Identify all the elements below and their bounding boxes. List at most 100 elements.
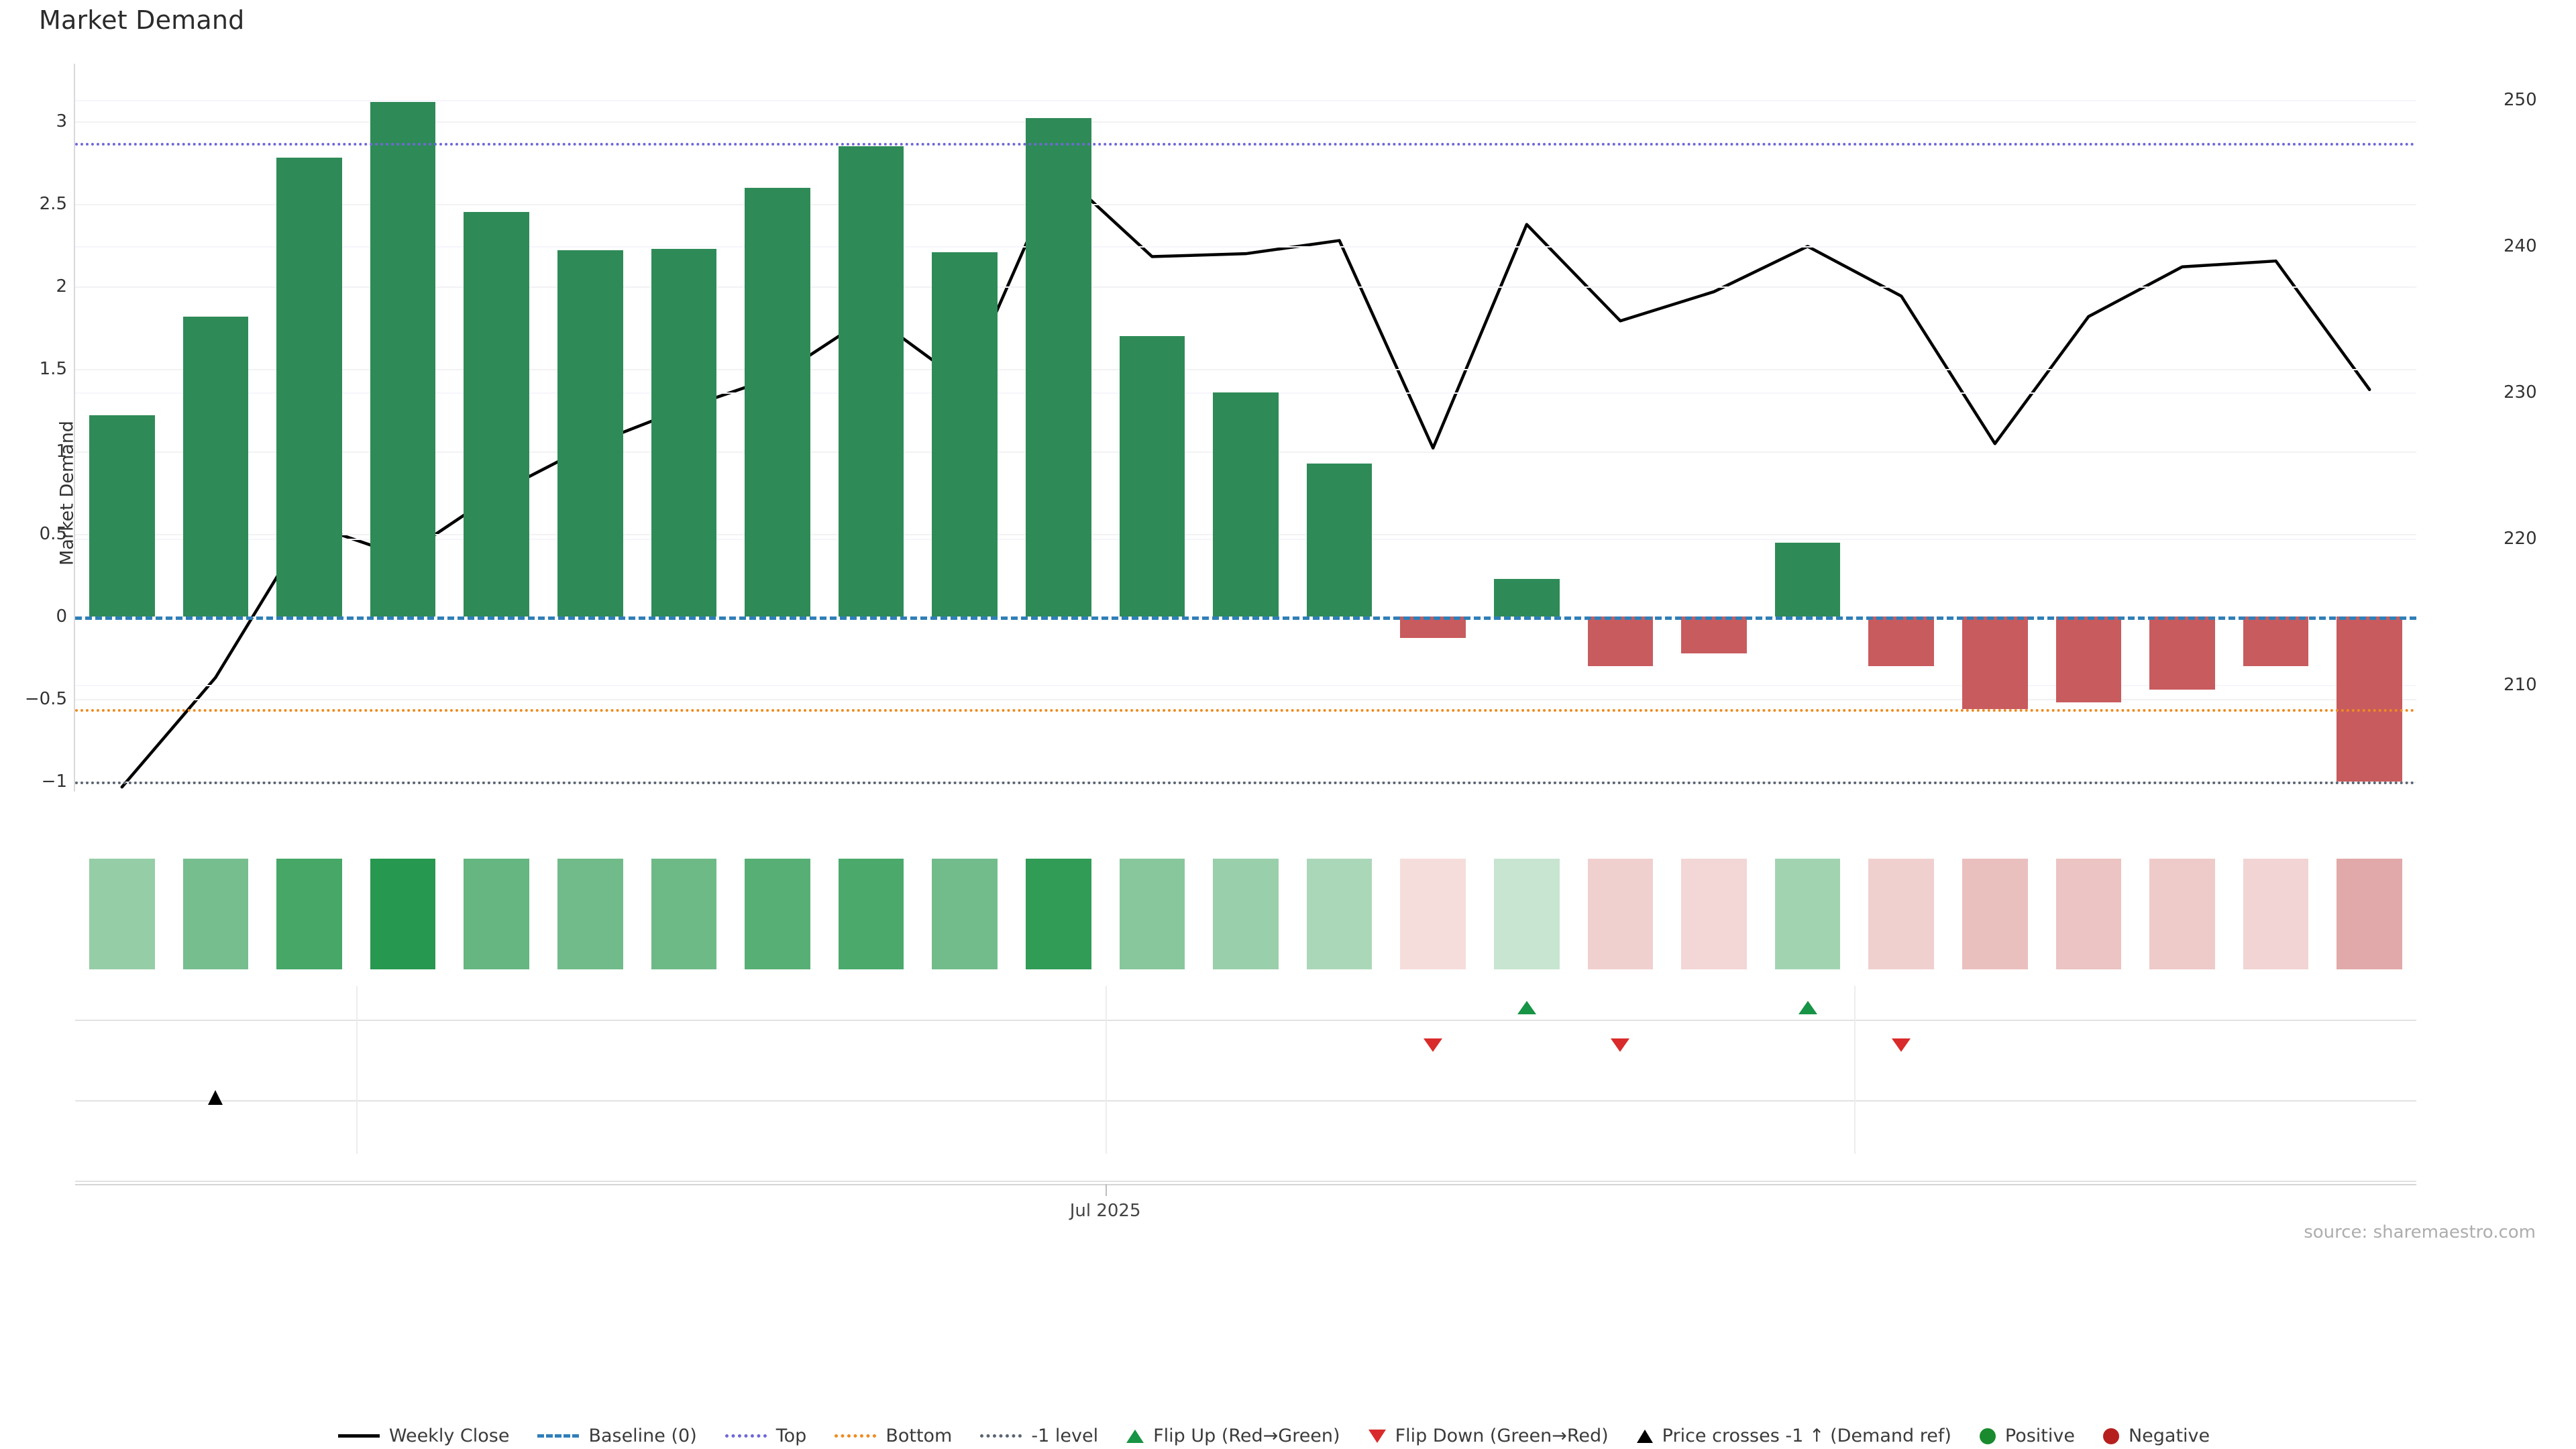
price-cross-icon[interactable] bbox=[208, 1090, 223, 1105]
y-axis-right-tick: 240 bbox=[2504, 236, 2537, 257]
heat-cell[interactable] bbox=[1119, 859, 1185, 969]
demand-bar[interactable] bbox=[1587, 616, 1654, 667]
gridline-right bbox=[75, 684, 2416, 686]
y-axis-spine bbox=[74, 64, 75, 792]
demand-bar[interactable] bbox=[1306, 463, 1373, 617]
reference-line bbox=[75, 616, 2416, 621]
negative-icon bbox=[2102, 1428, 2119, 1444]
heat-cell[interactable] bbox=[1681, 859, 1747, 969]
demand-bar[interactable] bbox=[464, 212, 530, 617]
demand-bar[interactable] bbox=[370, 101, 436, 617]
top-level-icon bbox=[724, 1434, 767, 1438]
legend-item-flip-down[interactable]: Flip Down (Green→Red) bbox=[1368, 1426, 1609, 1446]
legend-item-price-crosses[interactable]: Price crosses -1 ↑ (Demand ref) bbox=[1636, 1426, 1951, 1446]
minus-one-level-icon bbox=[980, 1434, 1022, 1438]
legend-item-flip-up[interactable]: Flip Up (Red→Green) bbox=[1126, 1426, 1340, 1446]
demand-bar[interactable] bbox=[2055, 616, 2122, 703]
demand-bar[interactable] bbox=[1868, 616, 1935, 667]
demand-bar[interactable] bbox=[1774, 542, 1841, 617]
heat-cell[interactable] bbox=[464, 859, 530, 969]
demand-bar[interactable] bbox=[2243, 616, 2309, 667]
heat-cell[interactable] bbox=[838, 859, 904, 969]
y-axis-right-tick: 230 bbox=[2504, 382, 2537, 403]
heat-cell[interactable] bbox=[2337, 859, 2403, 969]
chart-legend: Weekly Close Baseline (0) Top Bottom -1 leve… bbox=[0, 1426, 2576, 1446]
demand-bar[interactable] bbox=[557, 250, 623, 617]
legend-item-minus-one-level[interactable]: -1 level bbox=[980, 1426, 1098, 1446]
heat-cell[interactable] bbox=[2055, 859, 2122, 969]
gridline-right bbox=[75, 246, 2416, 248]
legend-label: Negative bbox=[2128, 1426, 2210, 1446]
flip-down-icon[interactable] bbox=[1611, 1038, 1630, 1052]
heat-cell[interactable] bbox=[276, 859, 342, 969]
bottom-level-icon bbox=[835, 1434, 877, 1438]
heat-cell[interactable] bbox=[745, 859, 810, 969]
x-axis-line bbox=[75, 1184, 2416, 1185]
demand-bar[interactable] bbox=[2337, 616, 2403, 782]
demand-bar[interactable] bbox=[1025, 118, 1091, 617]
heat-cell[interactable] bbox=[182, 859, 249, 969]
y-axis-left-tick: 2 bbox=[56, 276, 67, 297]
legend-label: Positive bbox=[2004, 1426, 2075, 1446]
demand-bar[interactable] bbox=[1962, 616, 2028, 710]
demand-bar[interactable] bbox=[838, 146, 904, 617]
legend-item-bottom-level[interactable]: Bottom bbox=[835, 1426, 952, 1446]
gridline bbox=[75, 369, 2416, 371]
gridline bbox=[75, 286, 2416, 288]
heat-cell[interactable] bbox=[1025, 859, 1091, 969]
chart-plot-area: Market Demand Weekly Close Price 32.521.… bbox=[25, 64, 2537, 802]
flip-down-icon bbox=[1368, 1429, 1386, 1443]
x-axis-tick-mark bbox=[1105, 1184, 1107, 1196]
flip-up-icon[interactable] bbox=[1798, 1001, 1817, 1014]
marker-vgridline bbox=[1854, 986, 1856, 1154]
demand-bar[interactable] bbox=[1681, 616, 1747, 653]
heat-cell[interactable] bbox=[1868, 859, 1935, 969]
reference-line bbox=[75, 782, 2416, 785]
heat-cell[interactable] bbox=[370, 859, 436, 969]
flip-up-icon[interactable] bbox=[1517, 1001, 1536, 1014]
heat-cell[interactable] bbox=[651, 859, 717, 969]
legend-item-top-level[interactable]: Top bbox=[724, 1426, 807, 1446]
y-axis-left-tick: −1 bbox=[41, 771, 67, 792]
demand-bar[interactable] bbox=[651, 248, 717, 617]
demand-bar[interactable] bbox=[276, 158, 342, 617]
heat-cell[interactable] bbox=[1493, 859, 1560, 969]
legend-label: Weekly Close bbox=[388, 1426, 510, 1446]
demand-bar[interactable] bbox=[182, 316, 249, 617]
heat-cell[interactable] bbox=[2149, 859, 2215, 969]
heat-cell[interactable] bbox=[2243, 859, 2309, 969]
weekly-close-icon bbox=[337, 1434, 380, 1438]
heat-cell[interactable] bbox=[932, 859, 998, 969]
heat-cell[interactable] bbox=[1962, 859, 2028, 969]
flip-down-icon[interactable] bbox=[1424, 1038, 1443, 1052]
demand-bar[interactable] bbox=[89, 415, 155, 617]
legend-item-negative[interactable]: Negative bbox=[2102, 1426, 2210, 1446]
baseline-zero-icon bbox=[537, 1434, 580, 1438]
legend-label: Top bbox=[775, 1426, 807, 1446]
marker-gridline bbox=[75, 1181, 2416, 1182]
demand-bar[interactable] bbox=[1213, 392, 1279, 617]
legend-item-weekly-close[interactable]: Weekly Close bbox=[337, 1426, 510, 1446]
demand-bar[interactable] bbox=[2149, 616, 2215, 690]
demand-bar[interactable] bbox=[1119, 336, 1185, 617]
heat-cell[interactable] bbox=[89, 859, 155, 969]
legend-label: Price crosses -1 ↑ (Demand ref) bbox=[1662, 1426, 1951, 1446]
heat-cell[interactable] bbox=[1774, 859, 1841, 969]
heat-cell[interactable] bbox=[1400, 859, 1466, 969]
heat-cell[interactable] bbox=[1306, 859, 1373, 969]
demand-bar[interactable] bbox=[745, 187, 810, 617]
y-axis-right-tick: 210 bbox=[2504, 674, 2537, 695]
demand-bar[interactable] bbox=[932, 252, 998, 617]
legend-item-positive[interactable]: Positive bbox=[1979, 1426, 2075, 1446]
positive-icon bbox=[1979, 1428, 1996, 1444]
demand-bar[interactable] bbox=[1400, 616, 1466, 639]
marker-panels: Jul 2025 bbox=[75, 986, 2416, 1221]
demand-bar[interactable] bbox=[1493, 578, 1560, 617]
heat-cell[interactable] bbox=[557, 859, 623, 969]
flip-down-icon[interactable] bbox=[1892, 1038, 1911, 1052]
heat-cell[interactable] bbox=[1213, 859, 1279, 969]
flip-up-icon bbox=[1126, 1429, 1144, 1443]
source-attribution: source: sharemaestro.com bbox=[2304, 1222, 2536, 1242]
heat-cell[interactable] bbox=[1587, 859, 1654, 969]
legend-item-baseline-zero[interactable]: Baseline (0) bbox=[537, 1426, 697, 1446]
